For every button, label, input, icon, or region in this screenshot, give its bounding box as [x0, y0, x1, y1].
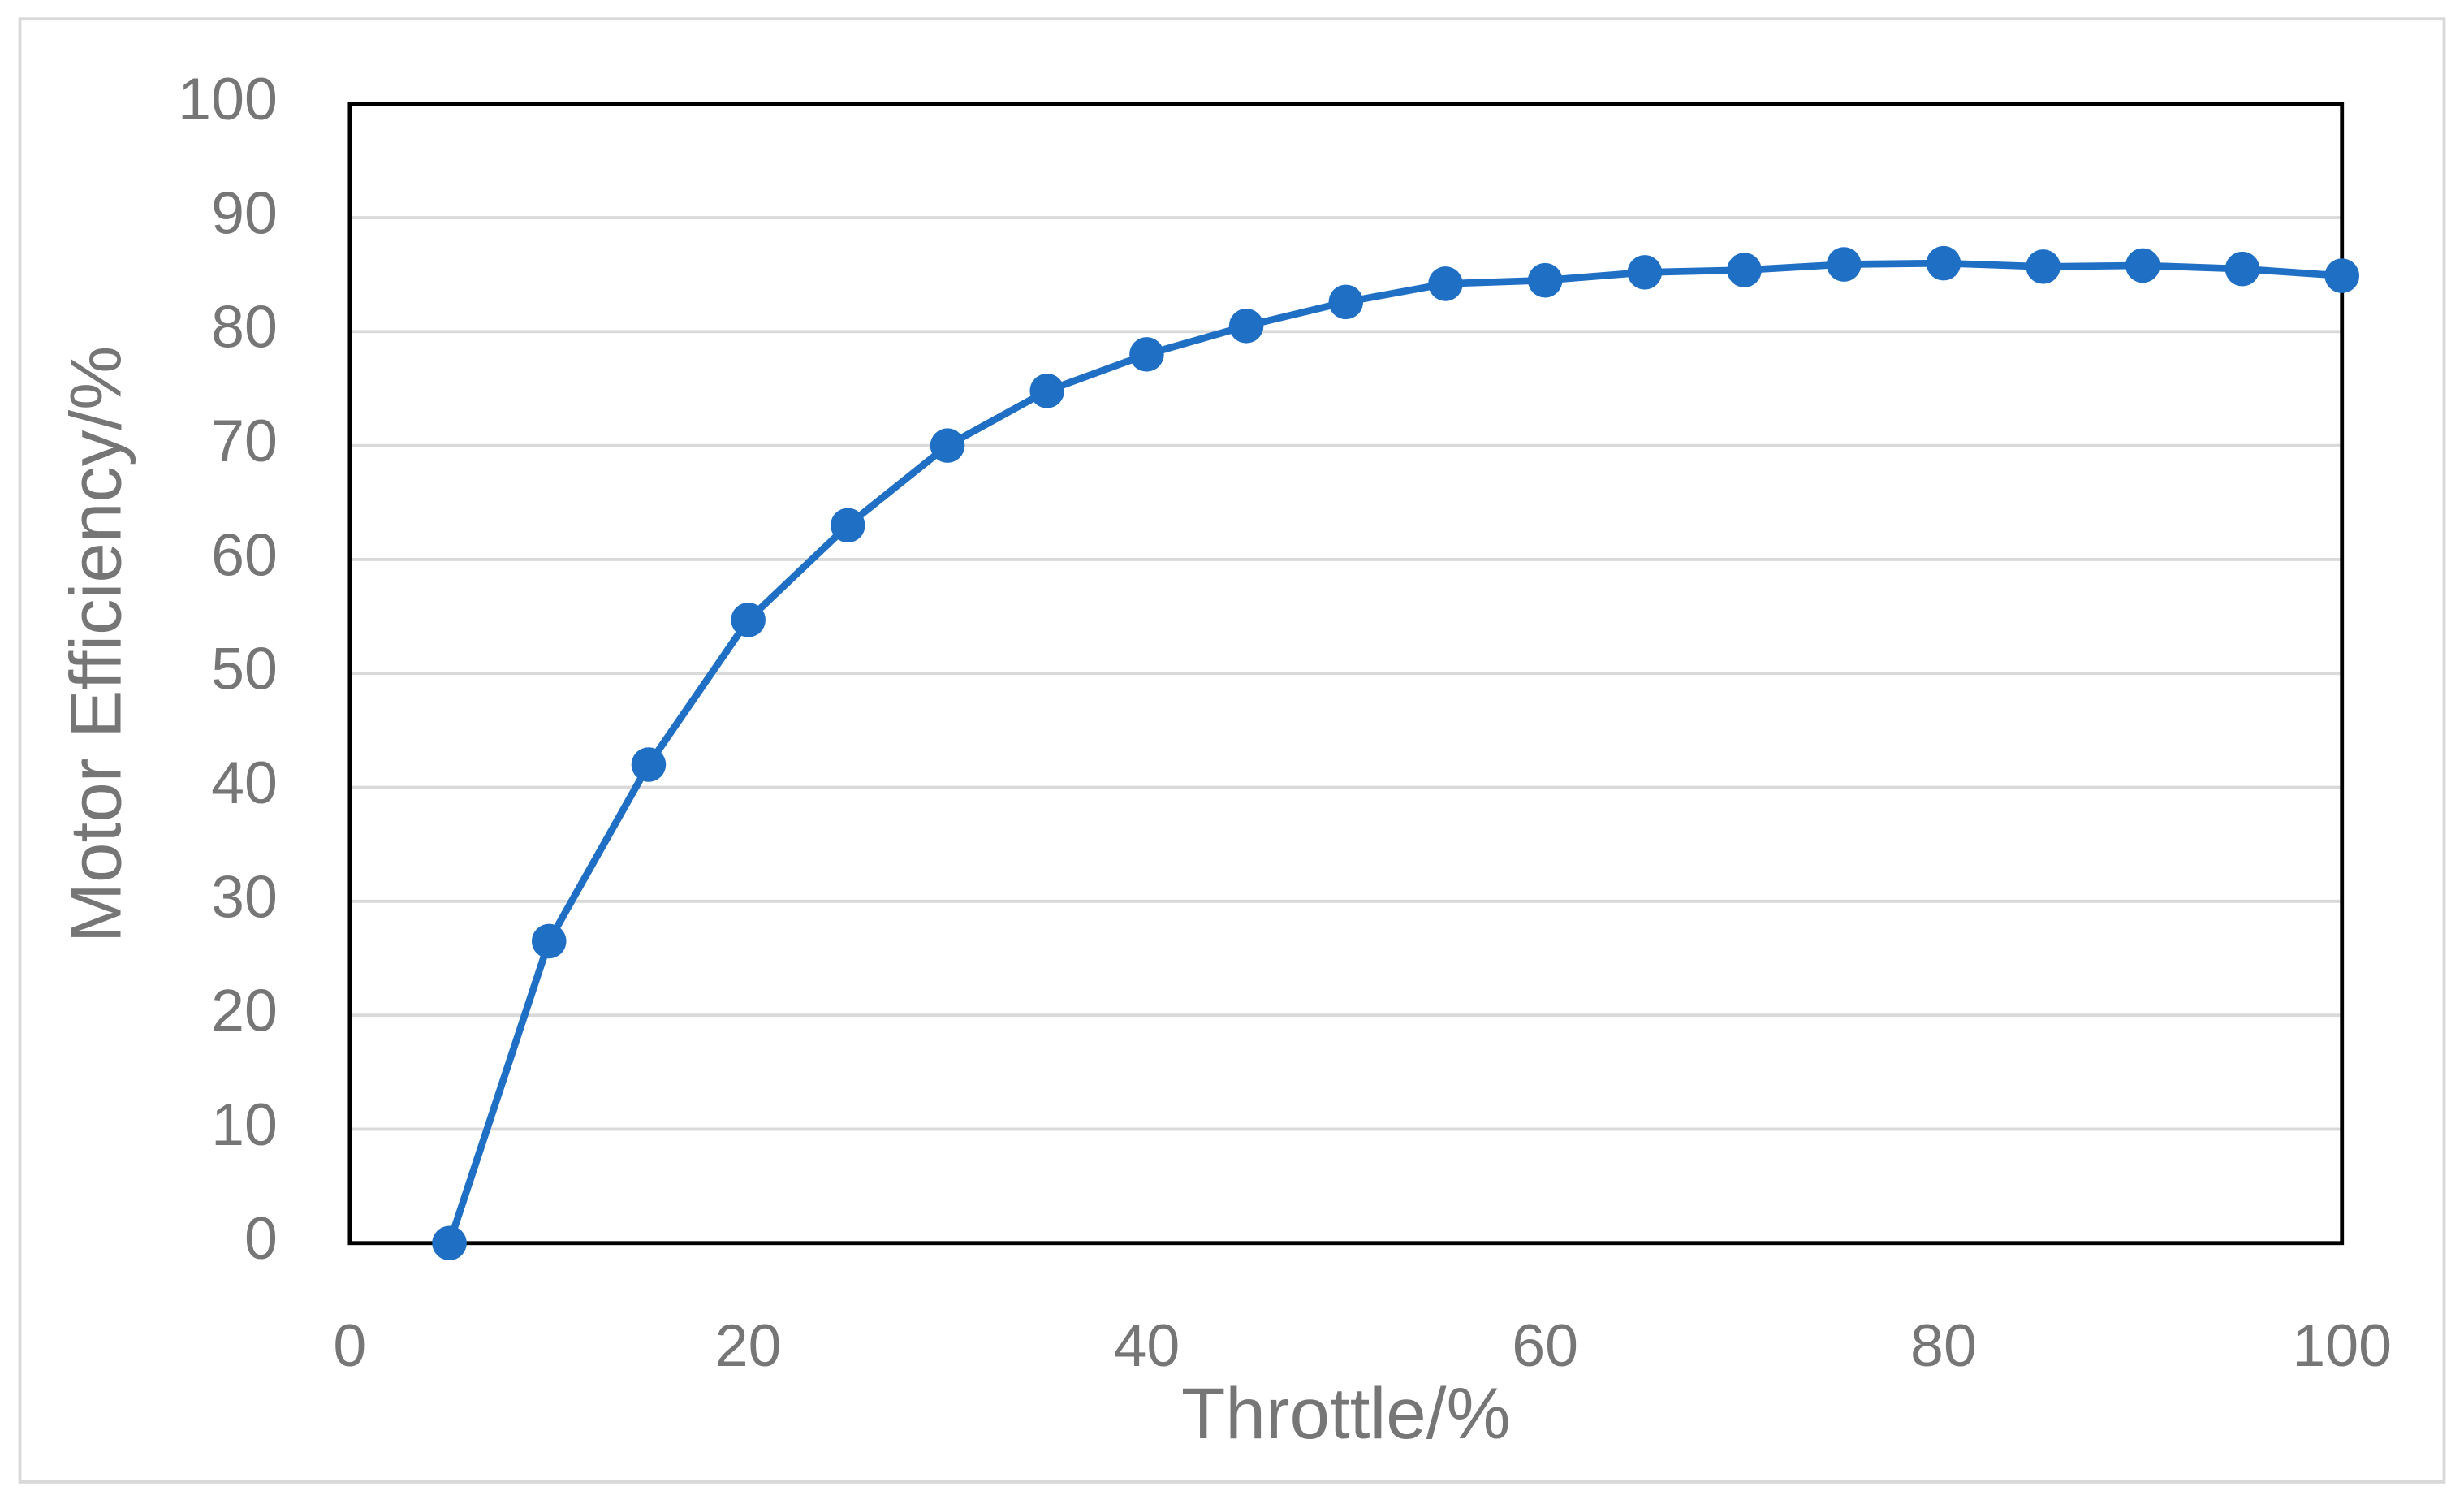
y-tick-label: 60	[211, 521, 278, 588]
y-tick-label: 70	[211, 407, 278, 474]
x-axis-title: Throttle/%	[1181, 1372, 1511, 1454]
data-point	[2225, 251, 2260, 287]
data-point	[2324, 258, 2360, 293]
y-tick-label: 80	[211, 293, 278, 361]
y-tick-label: 0	[244, 1204, 278, 1272]
data-point	[432, 1225, 467, 1261]
y-tick-label: 100	[178, 65, 278, 132]
y-tick-label: 20	[211, 977, 278, 1044]
data-point	[1826, 247, 1862, 282]
data-point	[1926, 245, 1961, 281]
data-point	[831, 508, 865, 543]
data-point	[2026, 249, 2061, 284]
data-point	[1527, 262, 1563, 298]
data-point	[1129, 337, 1164, 372]
chart-frame	[18, 17, 2446, 1484]
y-tick-label: 90	[211, 179, 278, 246]
y-axis-title: Motor Efficiency/%	[55, 346, 136, 943]
data-point	[731, 603, 766, 637]
data-point	[1328, 284, 1364, 320]
data-point	[1627, 255, 1663, 290]
data-point	[631, 747, 667, 782]
plot-border	[347, 102, 2345, 1246]
data-point	[1029, 374, 1065, 408]
y-tick-label: 50	[211, 635, 278, 702]
x-tick-label: 80	[1910, 1312, 1977, 1379]
data-point	[531, 923, 567, 959]
data-point	[1428, 266, 1463, 301]
y-tick-label: 10	[211, 1091, 278, 1158]
y-tick-label: 30	[211, 862, 278, 930]
x-tick-label: 100	[2292, 1312, 2392, 1379]
data-point	[1228, 309, 1264, 344]
data-point	[1727, 253, 1762, 287]
x-tick-label: 20	[715, 1312, 782, 1379]
x-tick-label: 60	[1512, 1312, 1578, 1379]
x-tick-label: 0	[333, 1312, 366, 1379]
x-tick-label: 40	[1114, 1312, 1180, 1379]
data-point	[930, 428, 965, 463]
data-point	[2125, 248, 2160, 283]
y-tick-label: 40	[211, 749, 278, 816]
